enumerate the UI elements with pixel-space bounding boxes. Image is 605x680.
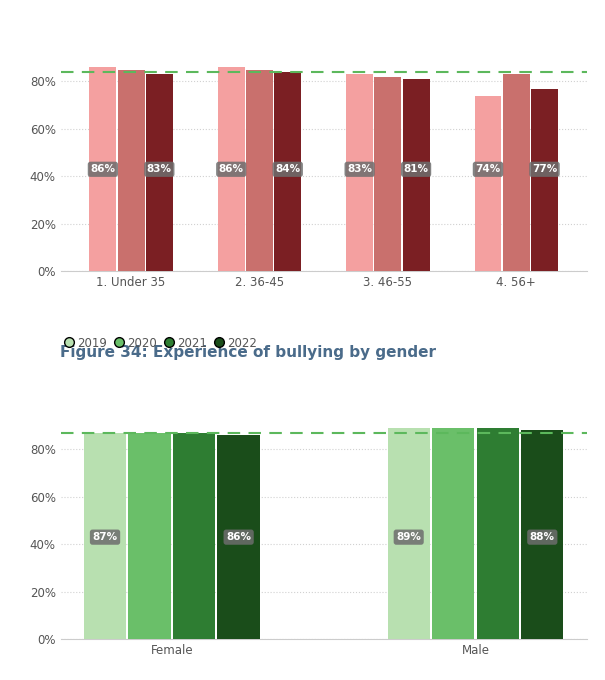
- Text: 89%: 89%: [396, 532, 421, 542]
- Bar: [503, 74, 529, 271]
- Bar: [403, 79, 430, 271]
- Bar: [477, 428, 519, 639]
- Bar: [432, 428, 474, 639]
- Bar: [146, 74, 173, 271]
- Text: 83%: 83%: [147, 165, 172, 174]
- Bar: [274, 72, 301, 271]
- Text: 88%: 88%: [530, 532, 555, 542]
- Bar: [128, 432, 171, 639]
- Text: 87%: 87%: [93, 532, 117, 542]
- Bar: [84, 432, 126, 639]
- Bar: [374, 77, 401, 271]
- Text: 86%: 86%: [90, 165, 116, 174]
- Bar: [346, 74, 373, 271]
- Bar: [474, 96, 502, 271]
- Text: 74%: 74%: [476, 165, 500, 174]
- Bar: [531, 88, 558, 271]
- Text: 77%: 77%: [532, 165, 557, 174]
- Text: 84%: 84%: [275, 165, 300, 174]
- Text: 81%: 81%: [404, 165, 428, 174]
- Text: 83%: 83%: [347, 165, 372, 174]
- Text: Figure 34: Experience of bullying by gender: Figure 34: Experience of bullying by gen…: [60, 345, 436, 360]
- Bar: [388, 428, 430, 639]
- Bar: [173, 432, 215, 639]
- Legend: 2019, 2020, 2021, 2022: 2019, 2020, 2021, 2022: [67, 337, 257, 350]
- Text: 86%: 86%: [219, 165, 244, 174]
- Bar: [118, 69, 145, 271]
- Bar: [217, 435, 260, 639]
- Bar: [90, 67, 116, 271]
- Bar: [218, 67, 244, 271]
- Text: 86%: 86%: [226, 532, 251, 542]
- Bar: [521, 430, 563, 639]
- Bar: [246, 69, 273, 271]
